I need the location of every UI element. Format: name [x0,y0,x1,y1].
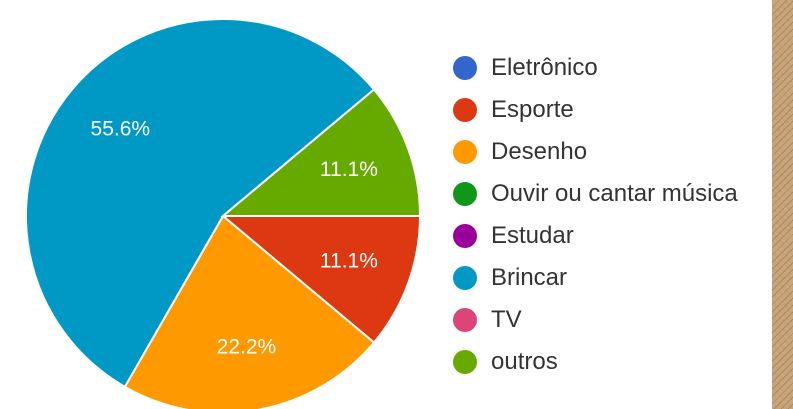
pie-slice-esporte [220,215,422,344]
legend-label: Brincar [491,264,568,291]
pie-slice-desenho [123,214,376,409]
slice-percentage-label: 22.2% [217,335,277,358]
legend-label: Estudar [491,222,574,249]
legend-label: outros [491,348,558,375]
legend-swatch-ouvir-ou-cantar-musica [453,182,477,206]
pie-slice-brincar [25,18,376,389]
legend-swatch-tv [453,308,477,332]
chart-legend: Eletrônico Esporte Desenho Ouvir ou cant… [453,53,773,393]
legend-label: Esporte [491,96,574,123]
legend-label: Desenho [491,138,588,165]
legend-swatch-esporte [453,98,477,122]
legend-swatch-estudar [453,224,477,248]
legend-label: TV [491,306,522,333]
pie-slice-outros [220,88,422,217]
legend-swatch-brincar [453,266,477,290]
slice-percentage-label: 55.6% [91,118,151,141]
legend-item-ouvir-ou-cantar-musica: Ouvir ou cantar música [453,179,738,209]
paper-texture-edge [772,0,793,409]
legend-item-brincar: Brincar [453,263,567,293]
legend-label: Eletrônico [491,54,598,81]
legend-item-outros: outros [453,347,558,377]
legend-item-eletronico: Eletrônico [453,53,598,83]
legend-swatch-desenho [453,140,477,164]
legend-item-esporte: Esporte [453,95,574,125]
legend-item-tv: TV [453,305,522,335]
slice-percentage-label: 11.1% [320,158,378,181]
legend-item-desenho: Desenho [453,137,587,167]
slice-percentage-label: 11.1% [320,249,378,272]
legend-item-estudar: Estudar [453,221,574,251]
legend-swatch-eletronico [453,56,477,80]
legend-label: Ouvir ou cantar música [491,180,738,207]
legend-swatch-outros [453,350,477,374]
